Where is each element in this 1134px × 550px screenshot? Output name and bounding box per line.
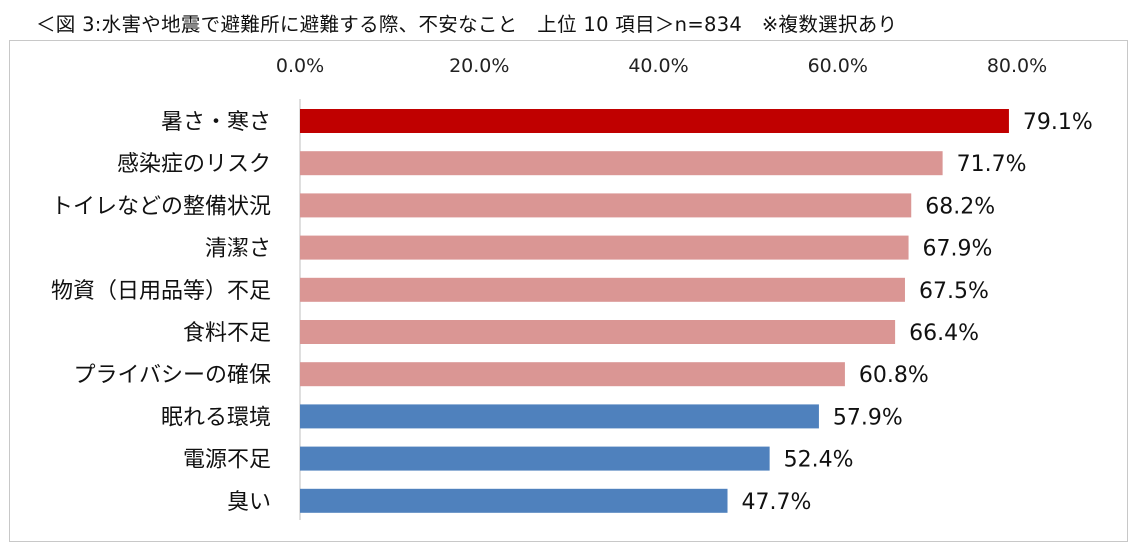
category-label: プライバシーの確保	[73, 363, 271, 388]
bar	[300, 193, 912, 218]
bar	[300, 488, 728, 513]
category-label: 電源不足	[183, 448, 271, 473]
data-label: 79.1%	[1023, 110, 1093, 135]
bars	[300, 109, 1009, 513]
bar	[300, 404, 819, 429]
category-label: 眠れる環境	[161, 405, 271, 430]
category-labels: 暑さ・寒さ感染症のリスクトイレなどの整備状況清潔さ物資（日用品等）不足食料不足プ…	[51, 110, 271, 515]
data-label: 52.4%	[784, 448, 854, 473]
data-label: 71.7%	[957, 152, 1027, 177]
x-tick-label: 60.0%	[808, 55, 868, 77]
bar	[300, 277, 905, 302]
data-label: 67.5%	[919, 279, 989, 304]
category-label: 感染症のリスク	[117, 152, 271, 177]
x-tick-label: 80.0%	[987, 55, 1047, 77]
category-label: 清潔さ	[205, 237, 271, 262]
bar	[300, 446, 770, 471]
category-label: 食料不足	[183, 321, 271, 346]
data-label: 68.2%	[925, 194, 995, 219]
bar	[300, 362, 845, 387]
data-label: 57.9%	[833, 405, 903, 430]
bar	[300, 151, 943, 176]
value-labels: 79.1% 71.7% 68.2% 67.9% 67.5% 66.4% 60.8% 57.9%…	[742, 110, 1093, 515]
category-label: トイレなどの整備状況	[51, 194, 271, 219]
bar	[300, 320, 896, 344]
data-label: 66.4%	[909, 321, 979, 346]
bar	[300, 235, 909, 260]
x-tick-label: 40.0%	[628, 55, 688, 77]
category-label: 物資（日用品等）不足	[51, 279, 271, 304]
category-label: 暑さ・寒さ	[161, 110, 271, 135]
x-tick-label: 0.0%	[276, 55, 324, 77]
category-label: 臭い	[227, 490, 271, 515]
x-axis-ticks: 0.0% 20.0% 40.0% 60.0% 80.0%	[276, 55, 1047, 77]
data-label: 67.9%	[923, 237, 993, 262]
data-label: 47.7%	[742, 490, 812, 515]
data-label: 60.8%	[859, 363, 929, 388]
chart-title: ＜図 3:水害や地震で避難所に避難する際、不安なこと 上位 10 項目＞n=83…	[36, 13, 898, 36]
x-tick-label: 20.0%	[449, 55, 509, 77]
bar	[300, 109, 1009, 133]
